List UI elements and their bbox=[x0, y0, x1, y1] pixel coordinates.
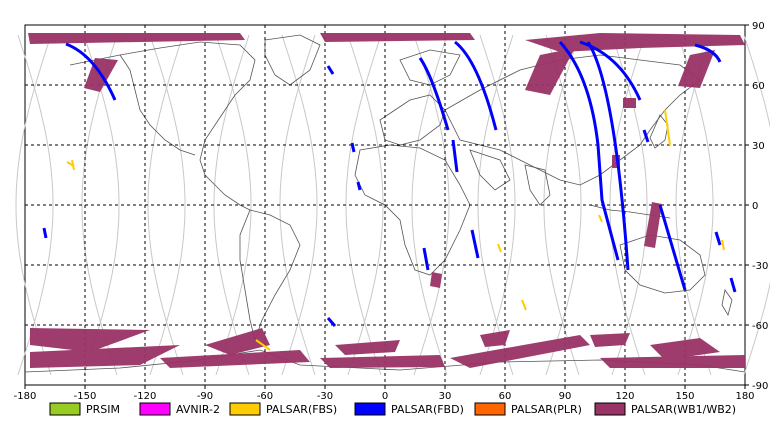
swath-wb bbox=[525, 33, 745, 52]
lon-tick-label: -60 bbox=[257, 391, 273, 402]
swath-fbd bbox=[714, 231, 722, 246]
lat-tick-label: -90 bbox=[752, 381, 768, 392]
legend: PRSIM AVNIR-2 PALSAR(FBS) PALSAR(FBD) PALSAR… bbox=[49, 402, 736, 416]
orbit-track bbox=[281, 34, 318, 376]
lon-tick-label: -30 bbox=[317, 391, 333, 402]
swath-wb bbox=[335, 340, 400, 355]
orbit-track bbox=[743, 34, 770, 376]
longitude-labels: -180 -150 -120 -90 -60 -30 0 30 60 90 120 150 180 bbox=[14, 385, 755, 402]
legend-label: PALSAR(WB1/WB2) bbox=[631, 403, 736, 416]
orbit-track bbox=[413, 34, 450, 376]
swath-wb bbox=[160, 350, 310, 368]
lon-tick-label: 180 bbox=[735, 391, 754, 402]
lat-tick-label: 0 bbox=[752, 201, 758, 212]
swath-fbd bbox=[326, 65, 335, 75]
swath-wb bbox=[28, 33, 245, 44]
lat-tick-label: -60 bbox=[752, 321, 768, 332]
swath-fbd bbox=[350, 142, 356, 153]
orbit-track bbox=[545, 34, 582, 376]
coverage-swaths bbox=[28, 33, 745, 368]
swath-wb bbox=[430, 272, 442, 288]
lon-tick-label: 90 bbox=[559, 391, 572, 402]
swath-fbs bbox=[664, 109, 671, 146]
orbit-track bbox=[479, 34, 516, 376]
orbit-track bbox=[677, 34, 714, 376]
lon-tick-label: 150 bbox=[675, 391, 694, 402]
swath-wb bbox=[590, 333, 630, 347]
swath-fbd bbox=[451, 139, 459, 173]
lat-tick-label: 30 bbox=[752, 141, 765, 152]
swath-fbs bbox=[598, 214, 603, 223]
graticule bbox=[25, 25, 745, 385]
legend-label: PALSAR(FBD) bbox=[391, 403, 464, 416]
swath-fbd bbox=[454, 40, 498, 131]
swath-wb bbox=[525, 48, 575, 95]
lon-tick-label: 60 bbox=[499, 391, 512, 402]
lon-tick-label: -90 bbox=[197, 391, 213, 402]
swath-wb bbox=[623, 98, 636, 108]
orbit-track bbox=[611, 34, 648, 376]
lon-tick-label: 0 bbox=[382, 391, 388, 402]
swath-wb bbox=[600, 355, 745, 368]
swath-fbs bbox=[721, 239, 725, 251]
swath-fbd bbox=[694, 43, 722, 63]
swath-wb bbox=[450, 335, 590, 368]
orbit-track bbox=[149, 34, 186, 376]
swath-fbd bbox=[42, 227, 48, 239]
swath-fbd bbox=[579, 40, 642, 101]
lon-tick-label: -150 bbox=[74, 391, 97, 402]
legend-label: AVNIR-2 bbox=[176, 403, 220, 416]
lon-tick-label: 120 bbox=[615, 391, 634, 402]
swath-fbs bbox=[71, 159, 75, 171]
orbit-track bbox=[83, 34, 120, 376]
swath-fbd bbox=[642, 129, 650, 143]
swath-fbd bbox=[658, 204, 687, 291]
swath-fbs bbox=[521, 299, 527, 311]
swath-fbd bbox=[586, 41, 630, 271]
legend-swatch bbox=[139, 402, 171, 416]
swath-fbd bbox=[729, 277, 737, 293]
legend-label: PALSAR(PLR) bbox=[511, 403, 582, 416]
legend-swatch bbox=[354, 402, 386, 416]
legend-swatch bbox=[229, 402, 261, 416]
swath-fbd bbox=[65, 42, 117, 101]
swath-fbs bbox=[497, 243, 502, 253]
swath-wb bbox=[644, 202, 662, 248]
swath-fbd bbox=[422, 247, 430, 271]
swath-fbd bbox=[470, 229, 480, 259]
swath-wb bbox=[30, 345, 180, 368]
swath-fbd bbox=[356, 181, 362, 191]
swath-fbd bbox=[418, 57, 450, 131]
swath-fbd bbox=[558, 40, 620, 261]
lon-tick-label: -120 bbox=[134, 391, 157, 402]
swath-wb bbox=[30, 328, 150, 352]
swath-wb bbox=[320, 33, 475, 42]
legend-label: PRSIM bbox=[86, 403, 120, 416]
swath-wb bbox=[678, 50, 715, 88]
orbit-track bbox=[17, 34, 54, 376]
swath-wb bbox=[205, 328, 270, 355]
orbit-track bbox=[347, 34, 384, 376]
swath-wb bbox=[480, 330, 510, 347]
swath-fbs bbox=[255, 339, 271, 351]
latitude-labels: 90 60 30 0 -30 -60 -90 bbox=[745, 21, 768, 392]
lon-tick-label: -180 bbox=[14, 391, 37, 402]
swath-wb bbox=[650, 338, 720, 360]
lat-tick-label: 60 bbox=[752, 81, 765, 92]
lon-tick-label: 30 bbox=[439, 391, 452, 402]
swath-fbd bbox=[326, 317, 337, 327]
lat-tick-label: 90 bbox=[752, 21, 765, 32]
legend-swatch bbox=[49, 402, 81, 416]
legend-swatch bbox=[474, 402, 506, 416]
legend-swatch bbox=[594, 402, 626, 416]
orbit-track bbox=[15, 34, 52, 376]
orbit-track bbox=[215, 34, 252, 376]
swath-wb bbox=[320, 355, 445, 368]
lat-tick-label: -30 bbox=[752, 261, 768, 272]
legend-label: PALSAR(FBS) bbox=[266, 403, 337, 416]
